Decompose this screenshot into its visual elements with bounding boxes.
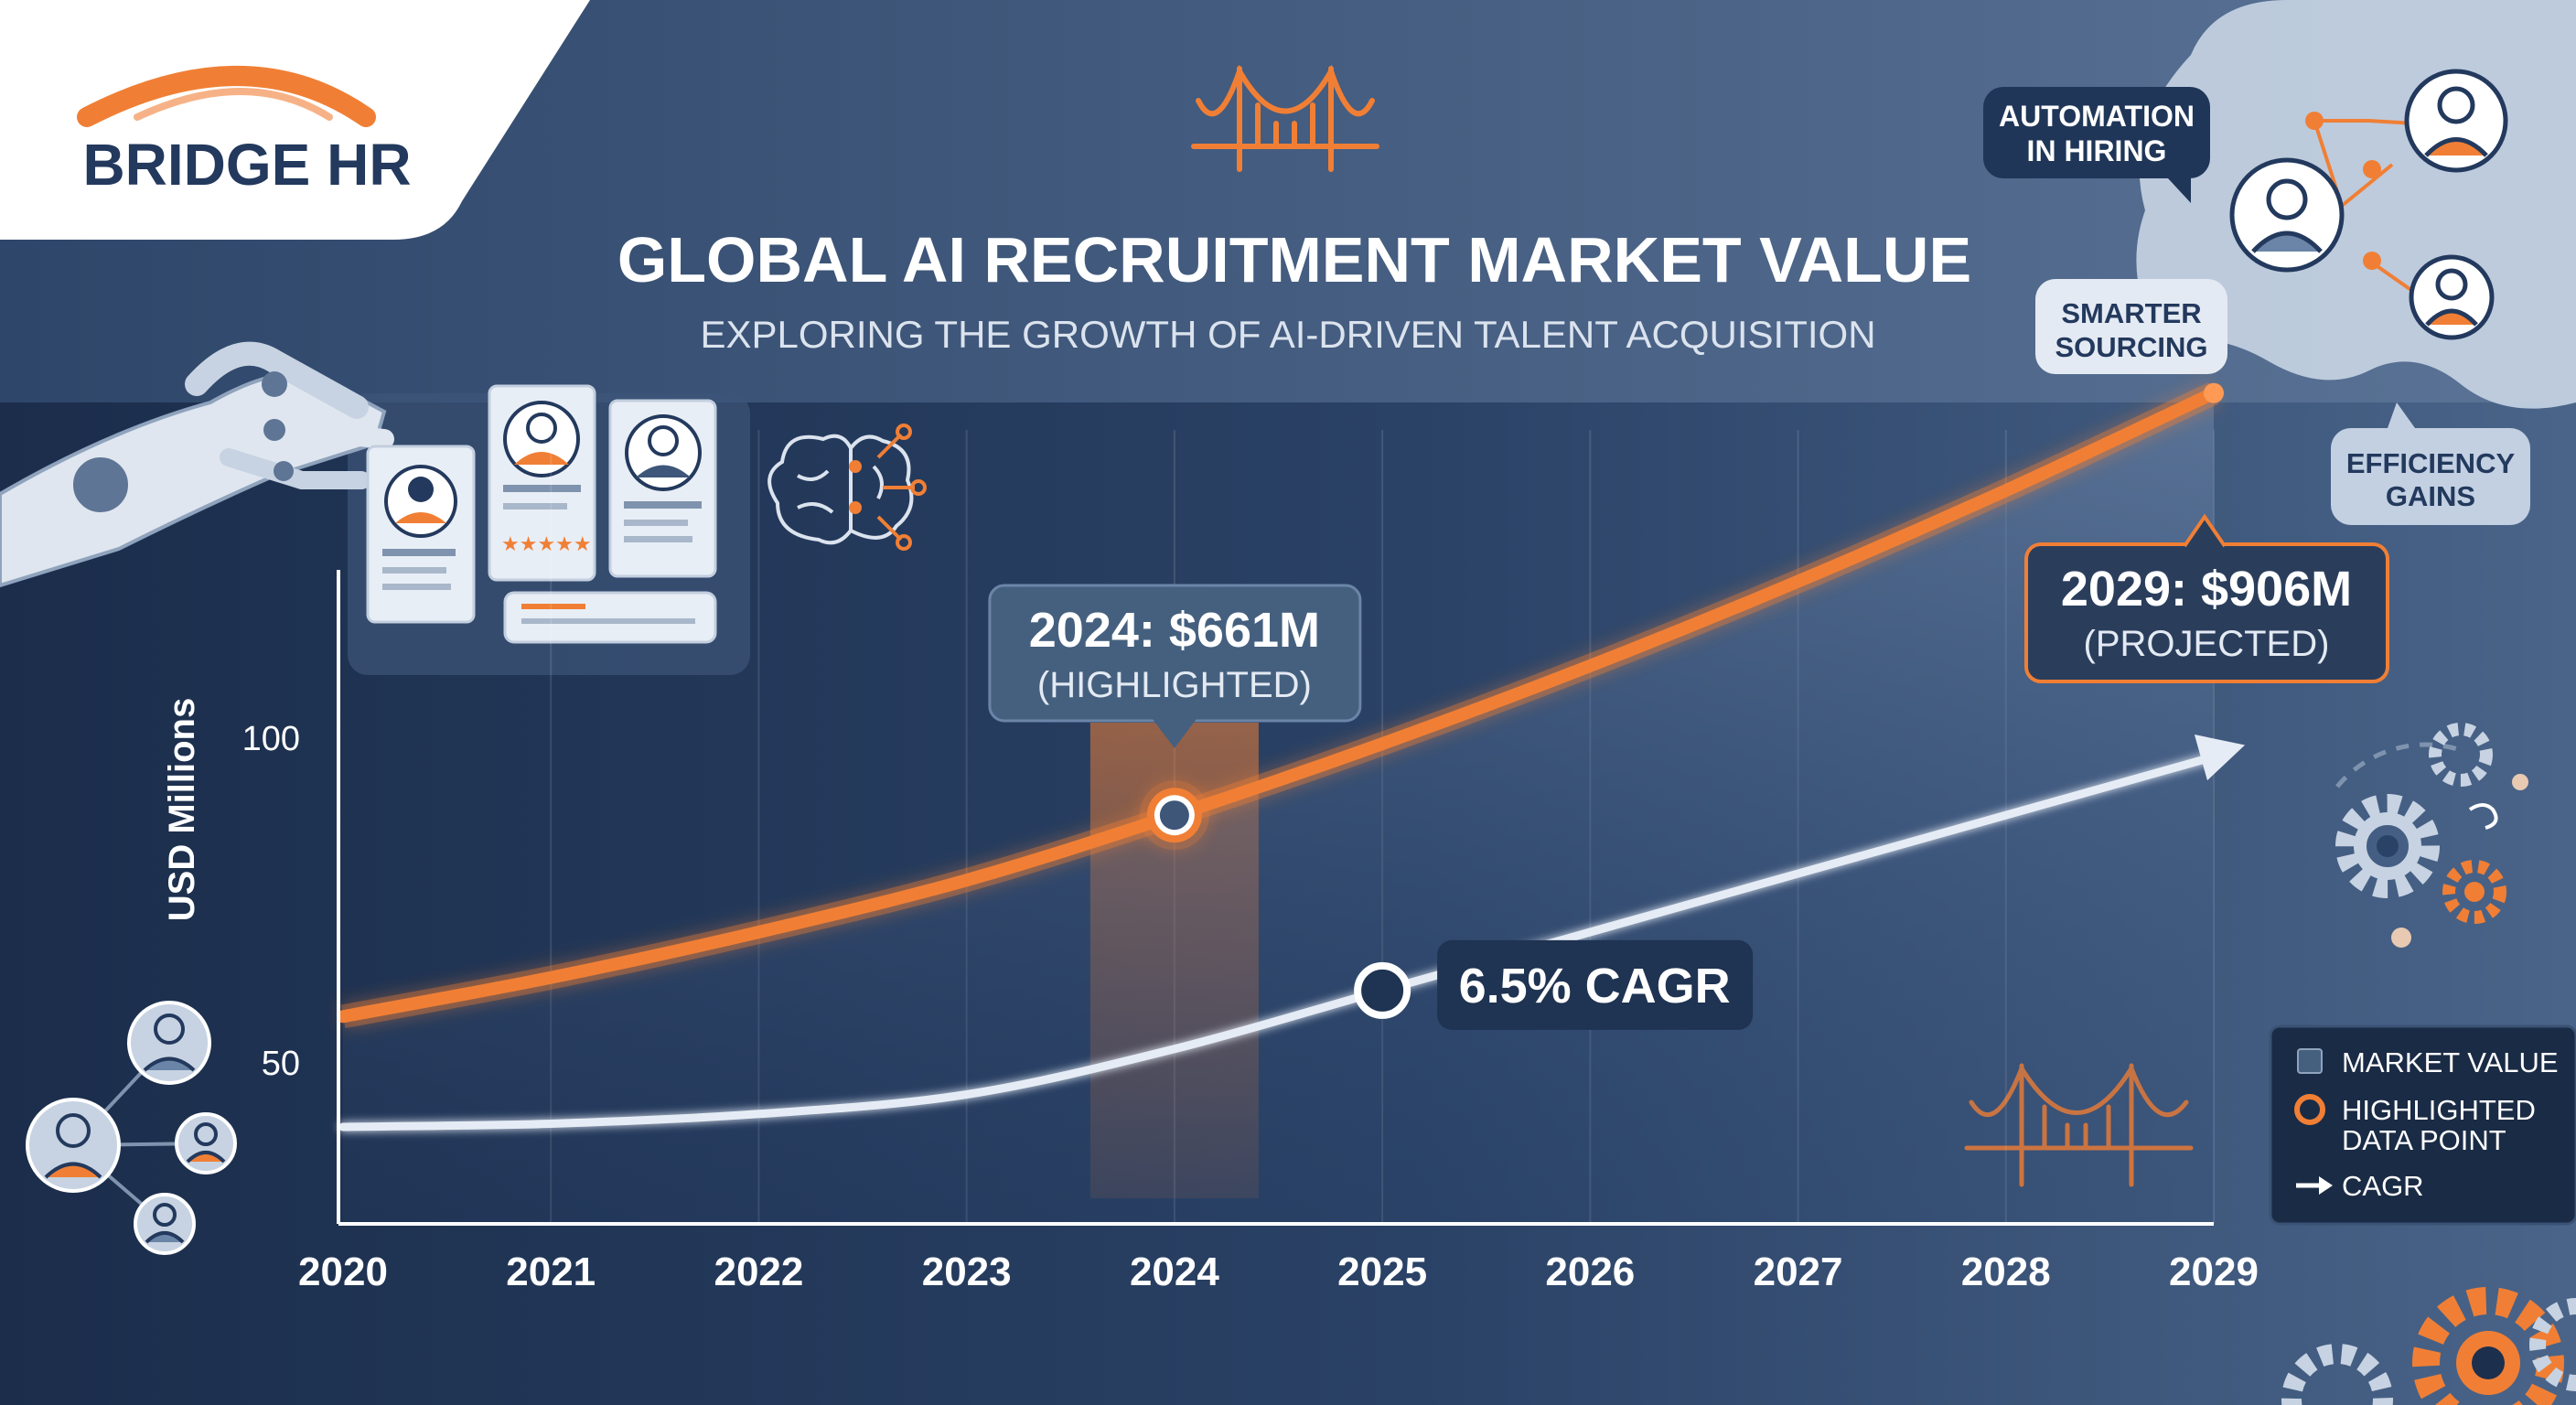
bubble-sourcing-line1: SMARTER <box>2061 297 2201 329</box>
axes <box>337 570 2214 1226</box>
callout-highlight-tail <box>1152 719 1197 748</box>
callout-highlight-sublabel: (HIGHLIGHTED) <box>1037 665 1312 705</box>
callout-projection-sublabel: (PROJECTED) <box>2084 624 2330 664</box>
x-tick-label: 2020 <box>298 1249 388 1294</box>
callout-cagr: 6.5% CAGR <box>1437 939 1754 1030</box>
resume-card <box>608 399 717 578</box>
bubble-automation-line2: IN HIRING <box>2027 134 2167 167</box>
ai-brain-icon <box>767 424 927 551</box>
callout-cagr-box <box>1437 939 1754 1030</box>
x-tick-label: 2029 <box>2169 1249 2259 1294</box>
highlight-marker <box>1159 800 1189 831</box>
legend-item-label: HIGHLIGHTED <box>2342 1094 2536 1126</box>
logo-panel: BRIDGE HR <box>0 0 590 240</box>
ring-icon <box>2294 1094 2325 1125</box>
legend-item-label: DATA POINT <box>2342 1124 2506 1156</box>
x-tick-labels: 2020 2021 2022 2023 2024 2025 2026 2027 2028 2029 <box>298 1249 2259 1294</box>
legend-item-label: MARKET VALUE <box>2342 1046 2559 1078</box>
x-tick-label: 2022 <box>714 1249 803 1294</box>
avatar <box>2229 157 2345 273</box>
x-tick-label: 2025 <box>1337 1249 1427 1294</box>
bubble-sourcing-line2: SOURCING <box>2055 331 2207 363</box>
bubble-sourcing: SMARTER SOURCING <box>2035 279 2227 374</box>
point-markers <box>1139 780 1411 1019</box>
y-tick-label: 50 <box>262 1045 300 1083</box>
avatar <box>2409 254 2495 340</box>
people-network-icon <box>26 1001 237 1255</box>
legend-box <box>2269 1024 2576 1226</box>
logo-arc-icon <box>77 66 376 127</box>
callout-highlight: 2024: $661M (HIGHLIGHTED) <box>988 584 1362 748</box>
logo-text: BRIDGE HR <box>82 132 411 198</box>
x-tick-label: 2027 <box>1754 1249 1843 1294</box>
callout-projection-tail <box>2183 513 2227 548</box>
callout-highlight-label: 2024: $661M <box>1029 603 1320 658</box>
y-tick-label: 100 <box>242 720 300 758</box>
series-line-market-value <box>337 386 2220 1024</box>
series-line-cagr <box>338 752 2218 1132</box>
rating-stars-icon: ★★★★★ <box>501 532 592 555</box>
resume-card <box>366 445 476 624</box>
y-axis-title: USD Millions <box>162 698 202 921</box>
bubble-automation-line1: AUTOMATION <box>1999 100 2195 133</box>
cagr-marker <box>1354 961 1411 1019</box>
page-subtitle: EXPLORING THE GROWTH OF AI-DRIVEN TALENT… <box>700 313 1875 356</box>
x-tick-label: 2026 <box>1545 1249 1635 1294</box>
series-layer <box>337 381 2246 1132</box>
bubble-automation: AUTOMATION IN HIRING <box>1983 87 2210 203</box>
y-tick-labels: 50 100 <box>242 720 300 1083</box>
x-tick-label: 2023 <box>922 1249 1012 1294</box>
avatar <box>2404 69 2508 173</box>
callout-projection: 2029: $906M (PROJECTED) <box>2024 513 2389 683</box>
x-tick-label: 2028 <box>1961 1249 2051 1294</box>
gears-corner-icon <box>2281 1287 2576 1405</box>
bridge-icon <box>1191 64 1379 172</box>
callout-cagr-label: 6.5% CAGR <box>1459 959 1731 1014</box>
page-title: GLOBAL AI RECRUITMENT MARKET VALUE <box>617 224 1971 295</box>
callout-projection-label: 2029: $906M <box>2061 562 2352 617</box>
bubble-efficiency-line1: EFFICIENCY <box>2346 447 2516 479</box>
chart-legend: MARKET VALUE HIGHLIGHTED DATA POINT CAGR <box>2269 1024 2576 1226</box>
arrow-icon <box>2296 1176 2333 1195</box>
square-icon <box>2297 1048 2323 1074</box>
x-tick-label: 2024 <box>1130 1249 1219 1294</box>
x-tick-label: 2021 <box>506 1249 596 1294</box>
resume-card: ★★★★★ <box>488 384 596 582</box>
bubble-efficiency: EFFICIENCY GAINS <box>2331 402 2530 525</box>
legend-item-label: CAGR <box>2342 1170 2424 1202</box>
chat-bubble-icon <box>503 591 717 644</box>
gears-icon <box>2335 723 2528 948</box>
market-value-endpoint <box>2204 382 2224 403</box>
robot-hand-icon <box>0 341 394 588</box>
bubble-efficiency-line2: GAINS <box>2386 480 2475 512</box>
cagr-arrowhead <box>2194 735 2246 781</box>
